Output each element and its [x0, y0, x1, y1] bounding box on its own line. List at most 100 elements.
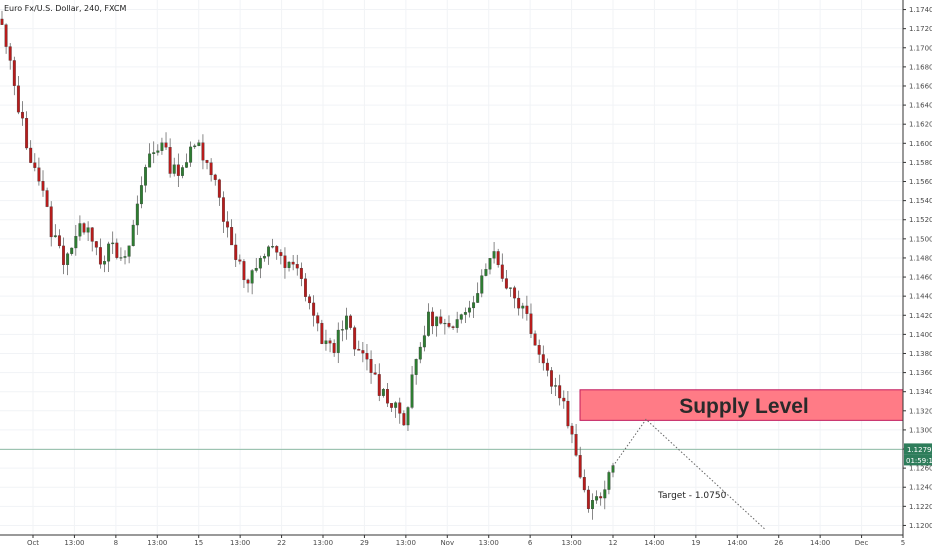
candle-body	[180, 167, 184, 176]
candle-body	[86, 227, 90, 233]
time-tick-label: 13:00	[230, 539, 250, 547]
candle-body	[295, 264, 299, 269]
candle-body	[607, 472, 611, 490]
candle-body	[119, 257, 123, 259]
candle-body	[275, 246, 279, 253]
candle-body	[156, 150, 160, 153]
price-tick-label: 1.13200	[909, 407, 932, 415]
time-tick-label: 5	[901, 539, 905, 547]
price-tick-label: 1.17000	[909, 44, 932, 52]
price-tick-label: 1.13600	[909, 369, 932, 377]
candle-body	[41, 181, 45, 191]
candle-body	[316, 315, 320, 324]
price-tick-label: 1.17400	[909, 6, 932, 14]
price-tick-label: 1.15200	[909, 216, 932, 224]
candle-body	[476, 293, 480, 303]
candle-body	[558, 385, 562, 399]
candle-body	[496, 251, 500, 266]
candle-body	[431, 311, 435, 327]
candle-body	[221, 197, 225, 222]
time-tick-label: 13:00	[147, 539, 167, 547]
candle-body	[492, 251, 496, 259]
candle-body	[513, 287, 517, 299]
price-tick-label: 1.16400	[909, 102, 932, 110]
candle-body	[422, 335, 426, 348]
candle-body	[578, 455, 582, 478]
candle-body	[217, 179, 221, 198]
price-tick-label: 1.12200	[909, 503, 932, 511]
candle-body	[345, 315, 348, 330]
candle-body	[390, 403, 394, 408]
candle-body	[402, 413, 406, 426]
time-tick-label: 6	[528, 539, 533, 547]
price-tick-label: 1.12400	[909, 484, 932, 492]
candle-body	[123, 256, 127, 258]
candle-body	[57, 235, 61, 247]
candle-body	[427, 311, 430, 336]
candle-body	[37, 167, 41, 182]
price-tick-label: 1.16200	[909, 121, 932, 129]
supply-zone-layer: Supply Level	[579, 389, 904, 421]
time-tick-label: 19	[691, 539, 700, 547]
candle-body	[525, 305, 529, 314]
candle-body	[537, 345, 541, 355]
time-tick-label: 14:00	[810, 539, 830, 547]
candle-body	[463, 312, 467, 315]
candle-body	[205, 160, 209, 163]
candle-body	[4, 24, 8, 47]
countdown-badge	[904, 454, 932, 466]
candle-body	[246, 279, 250, 284]
candle-body	[144, 167, 147, 186]
candle-body	[554, 385, 558, 387]
candle-body	[164, 142, 168, 148]
time-tick-label: 13:00	[561, 539, 581, 547]
candle-body	[545, 362, 549, 371]
candle-body	[226, 221, 229, 228]
candle-body	[279, 252, 283, 256]
price-tick-label: 1.14600	[909, 274, 932, 282]
candle-body	[586, 489, 590, 510]
candle-body	[447, 322, 451, 327]
price-tick-label: 1.12600	[909, 465, 932, 473]
candle-body	[49, 206, 53, 238]
candle-body	[70, 247, 74, 254]
candle-body	[603, 489, 607, 499]
candle-body	[25, 118, 29, 149]
candle-body	[262, 256, 266, 259]
price-tick-label: 1.14000	[909, 331, 932, 339]
candle-body	[16, 85, 20, 113]
candle-body	[103, 261, 106, 265]
candle-body	[455, 319, 459, 328]
supply-zone-label: Supply Level	[679, 395, 809, 418]
time-tick-label: Dec	[855, 539, 869, 547]
candle-body	[459, 314, 463, 320]
time-tick-label: 12	[609, 539, 618, 547]
candle-body	[8, 46, 12, 61]
candle-body	[377, 374, 381, 396]
candle-body	[398, 402, 402, 414]
candle-body	[599, 496, 603, 499]
candle-body	[381, 389, 385, 396]
candle-body	[53, 235, 57, 238]
projection-layer: Target - 1.0750	[612, 418, 766, 530]
price-tick-label: 1.12000	[909, 522, 932, 530]
candle-body	[74, 236, 78, 249]
price-axis[interactable]: 1.17400 1.17200 1.17000 1.16800 1.16600 1.164…	[903, 6, 932, 530]
candle-body	[541, 354, 545, 364]
candle-body	[361, 350, 365, 354]
candle-body	[488, 258, 492, 270]
candle-body	[148, 153, 152, 168]
supply-zone-box[interactable]	[579, 389, 904, 421]
candle-body	[480, 275, 484, 294]
candle-body	[336, 329, 340, 353]
projection-path[interactable]	[612, 418, 766, 530]
countdown-value: 01:59:16	[906, 457, 932, 465]
time-tick-label: Nov	[440, 539, 454, 547]
candle-body	[320, 322, 324, 344]
candle-body	[238, 259, 242, 262]
candle-body	[328, 340, 332, 344]
price-tick-label: 1.13800	[909, 350, 932, 358]
candle-body	[78, 223, 82, 237]
time-axis[interactable]: Oct 13:00 8 13:00 15 13:00 22 13:00 29 13:00 Nov 13…	[27, 535, 905, 547]
